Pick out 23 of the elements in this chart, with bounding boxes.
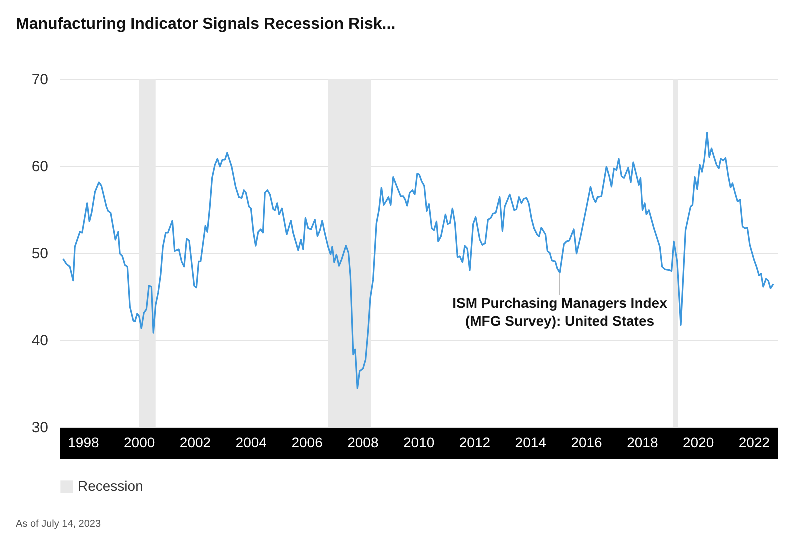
line-series xyxy=(62,132,774,390)
legend-label: Recession xyxy=(78,478,144,494)
chart-title: Manufacturing Indicator Signals Recession Risk... xyxy=(16,16,396,33)
x-tick-label: 2014 xyxy=(515,434,547,450)
y-tick-label: 50 xyxy=(32,246,48,262)
x-tick-label: 2020 xyxy=(682,434,714,450)
x-tick-label: 2008 xyxy=(348,434,379,450)
x-tick-label: 2006 xyxy=(292,434,324,450)
y-tick-label: 60 xyxy=(32,158,48,176)
annotation: ISM Purchasing Managers Index (MFG Survey): United States xyxy=(452,295,668,330)
y-tick-label: 30 xyxy=(32,420,48,436)
x-tick-label: 2018 xyxy=(627,434,658,450)
x-tick-label: 2004 xyxy=(236,434,268,450)
x-tick-label: 2000 xyxy=(124,434,156,450)
y-tick-label: 70 xyxy=(32,72,48,88)
x-tick-label: 2022 xyxy=(738,434,770,450)
x-tick-label: 2002 xyxy=(180,434,212,450)
x-tick-label: 2012 xyxy=(459,434,491,450)
x-tick-label: 2016 xyxy=(571,434,603,450)
y-tick-label: 40 xyxy=(32,332,48,350)
x-tick-label: 2010 xyxy=(404,434,435,450)
text: As of July 14, 2023 xyxy=(16,519,102,530)
x-tick-label: 1998 xyxy=(68,434,100,450)
